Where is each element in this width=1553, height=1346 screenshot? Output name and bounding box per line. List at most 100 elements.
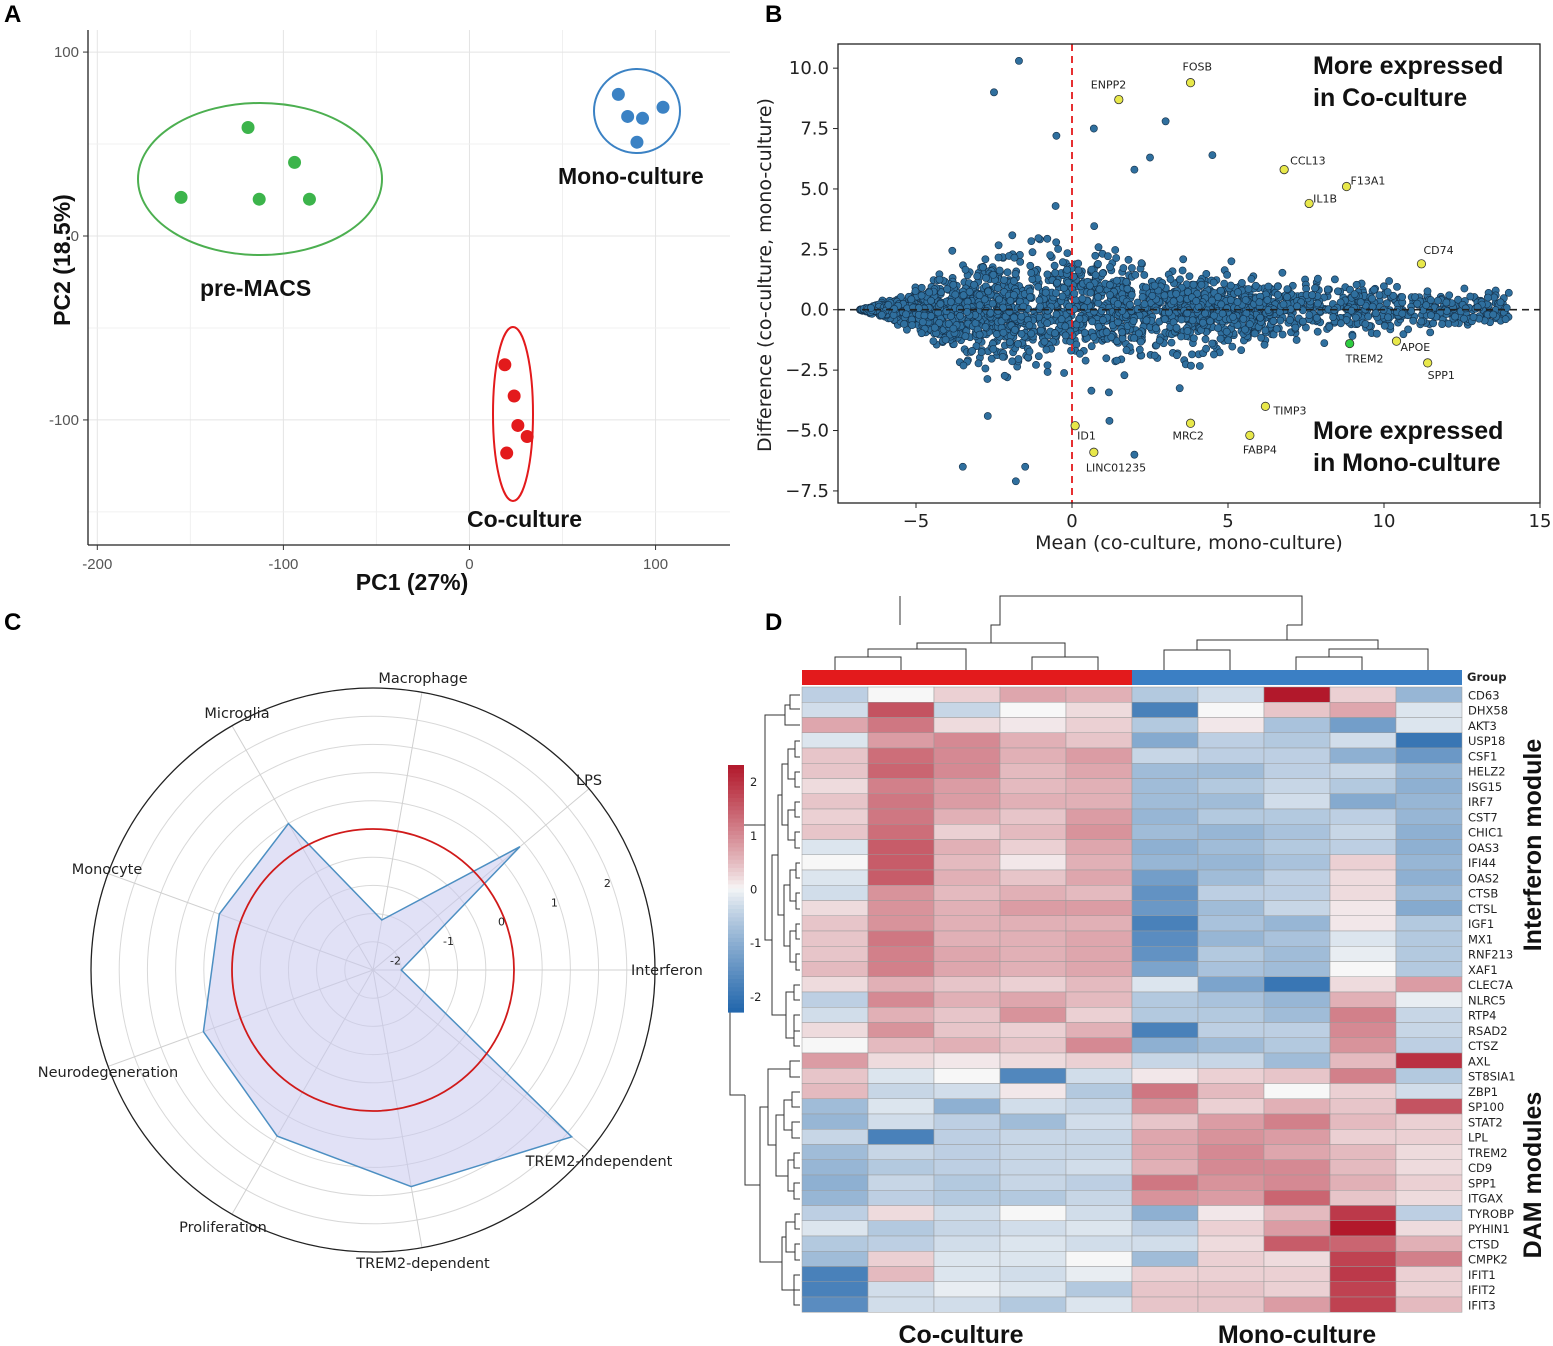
ma-point: [959, 361, 968, 370]
heatmap-row-label: RTP4: [1468, 1009, 1496, 1023]
group-label-mono-culture: Mono-culture: [558, 163, 704, 189]
ma-point: [1081, 356, 1090, 365]
heatmap-cell: [801, 1007, 869, 1023]
heatmap-row-label: STAT2: [1468, 1115, 1503, 1129]
heatmap-cell: [1329, 824, 1397, 840]
group-bar-cell: [802, 670, 868, 685]
heatmap-cell: [1197, 1251, 1265, 1267]
pca-y-tick-label: -100: [49, 412, 79, 429]
ma-point: [935, 275, 944, 284]
gene-point: [1260, 401, 1271, 411]
radar-axis-label: Macrophage: [378, 671, 467, 687]
heatmap-row-label: CTSZ: [1468, 1039, 1498, 1053]
heatmap-row-label: CTSB: [1468, 887, 1498, 901]
heatmap-cell: [867, 1174, 935, 1191]
heatmap-cell: [867, 1205, 935, 1221]
ma-point: [1130, 334, 1138, 342]
heatmap-cell: [1329, 1266, 1397, 1282]
heatmap-cell: [1197, 1281, 1265, 1298]
heatmap-cell: [867, 778, 935, 794]
heatmap-cell: [801, 1190, 869, 1206]
ma-point: [907, 295, 916, 304]
heatmap-cell: [1197, 732, 1265, 749]
heatmap-cell: [1263, 1022, 1331, 1038]
colorbar-step: [728, 830, 744, 836]
ma-point: [1216, 334, 1225, 343]
ma-point: [1228, 342, 1237, 351]
heatmap-cell: [1131, 1281, 1199, 1298]
heatmap-cell: [1197, 763, 1265, 779]
heatmap-row-label: ZBP1: [1468, 1085, 1498, 1099]
radar-axis-label: Microglia: [204, 706, 269, 722]
ma-point: [994, 241, 1003, 250]
heatmap-cell: [1131, 1205, 1199, 1221]
ma-point: [1140, 300, 1149, 308]
ma-point: [1026, 293, 1034, 302]
colorbar-step: [728, 880, 744, 885]
gene-label: FOSB: [1183, 61, 1213, 74]
heatmap-cell: [933, 1220, 1001, 1237]
gene-point: [1245, 430, 1255, 440]
heatmap-cell: [1197, 1144, 1265, 1160]
heatmap-cell: [1329, 930, 1397, 947]
ma-point: [1106, 290, 1114, 299]
colorbar-step: [728, 946, 744, 951]
heatmap-cell: [1329, 915, 1397, 932]
ma-point: [1256, 313, 1265, 322]
heatmap-cell: [1197, 778, 1265, 794]
ma-point: [947, 312, 955, 321]
ma-point: [1291, 323, 1300, 332]
heatmap-cell: [1263, 1068, 1331, 1084]
heatmap-cell: [999, 1129, 1067, 1145]
colorbar-step: [728, 777, 744, 783]
ma-point: [1142, 316, 1151, 325]
ma-point: [1241, 325, 1249, 334]
heatmap-cell: [933, 793, 1001, 810]
heatmap-cell: [1395, 1144, 1463, 1160]
ma-point: [1404, 325, 1412, 334]
heatmap-cell: [1131, 1144, 1199, 1160]
heatmap-cell: [1329, 1220, 1397, 1237]
heatmap-cell: [1197, 702, 1265, 718]
heatmap-cell: [1065, 976, 1133, 993]
ma-point: [1244, 285, 1253, 293]
heatmap-cell: [1263, 702, 1331, 718]
ma-point: [1129, 317, 1138, 325]
heatmap-cell: [801, 1052, 869, 1069]
ma-point: [956, 311, 964, 320]
heatmap-cell: [1197, 1190, 1265, 1206]
colorbar-step: [728, 773, 744, 778]
ma-point: [1409, 316, 1418, 325]
ma-point: [1264, 282, 1273, 291]
ma-point: [961, 265, 970, 274]
ma-point: [979, 263, 987, 272]
ma-point: [1257, 333, 1265, 342]
heatmap-cell: [999, 885, 1067, 901]
radar-r-tick-label: 1: [551, 896, 558, 909]
heatmap-cell: [1329, 976, 1397, 993]
ma-point: [1025, 321, 1034, 330]
heatmap-cell: [1065, 1281, 1133, 1298]
ma-point: [1095, 285, 1104, 294]
heatmap-cell: [1329, 946, 1397, 962]
heatmap-cell: [999, 915, 1067, 932]
ma-point: [1130, 450, 1139, 459]
pca-point: [288, 155, 302, 169]
ma-point: [1074, 259, 1083, 268]
ma-point: [989, 270, 998, 279]
ma-point: [1105, 388, 1113, 397]
ma-point: [958, 462, 967, 471]
heatmap-cell: [1263, 793, 1331, 810]
colorbar-step: [728, 789, 744, 795]
colorbar-step: [728, 839, 744, 844]
heatmap-cell: [801, 1174, 869, 1191]
ma-point: [1005, 338, 1014, 347]
heatmap-cell: [1395, 1235, 1463, 1252]
heatmap-cell: [1197, 976, 1265, 993]
ma-point: [1172, 323, 1181, 332]
ma-point: [1118, 306, 1127, 315]
ma-plot-frame: [837, 43, 1541, 504]
colorbar-step: [728, 974, 744, 980]
radar-r-tick-label: 2: [604, 877, 611, 890]
pca-x-tick-label: -200: [82, 556, 112, 573]
